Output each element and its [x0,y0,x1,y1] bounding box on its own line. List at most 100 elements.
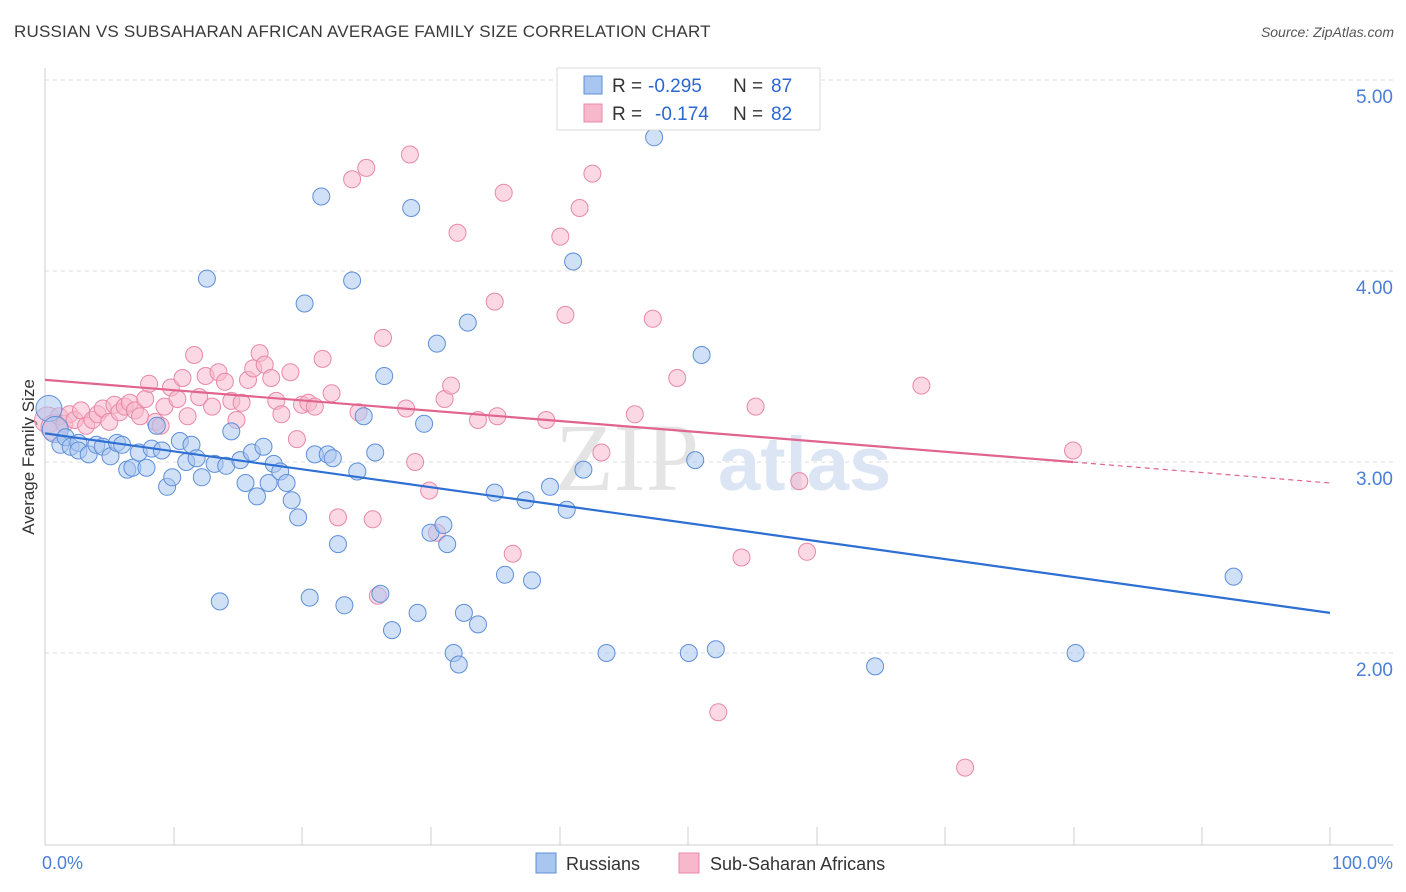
data-point [583,164,602,183]
data-point [371,584,390,603]
legend-russians-n-value: 87 [771,76,792,97]
data-point [203,397,222,416]
data-point [136,390,155,408]
data-point [556,305,575,324]
x-axis-ticks [44,827,1331,845]
data-point [289,508,308,527]
trend-lines [44,378,1331,614]
legend-africans-n-value: 82 [771,104,792,125]
data-point [236,474,255,492]
data-point [402,199,421,217]
data-point [322,384,341,403]
data-point [454,603,473,622]
data-point [248,487,266,506]
data-point [187,449,206,468]
data-point [232,393,251,412]
legend-top: R = -0.295 N = 87 R = -0.174 N = 82 [556,67,821,131]
data-point [494,183,513,202]
data-point [643,309,662,328]
data-point [312,187,331,206]
data-point [541,477,559,496]
data-point [448,223,467,242]
y-tick-label-4: 4.00 [1356,278,1393,299]
data-point [374,328,392,347]
legend-africans-r-value: -0.174 [655,104,709,125]
data-point [557,500,576,519]
data-point [357,158,376,177]
data-point [434,516,453,534]
data-point [375,367,394,385]
y-tick-label-3: 3.00 [1356,469,1393,490]
data-point [408,603,427,622]
data-point [732,548,751,567]
y-axis-label: Average Family Size [19,379,38,535]
data-point [163,468,182,487]
data-point [281,363,300,382]
data-point [343,271,362,290]
data-point [259,474,278,492]
y-tick-label-2: 2.00 [1356,660,1393,681]
data-point [668,369,687,387]
trend-line-africans [44,378,1074,464]
data-point [300,588,319,607]
data-point [295,294,314,313]
data-point [679,644,698,662]
data-point [686,451,705,470]
data-point [449,655,468,674]
legend-russians-swatch [583,75,603,95]
data-point [469,615,487,634]
data-point [597,644,616,662]
data-point [335,596,354,615]
data-point [485,292,504,311]
data-point [956,758,975,777]
data-point [366,443,385,462]
data-point [564,252,583,271]
data-point [427,334,446,353]
trend-line-russians [44,432,1331,614]
y-tick-label-5: 5.00 [1356,87,1393,108]
legend-bottom-russians-swatch [535,852,557,874]
data-point [185,346,204,364]
data-point [645,128,664,147]
data-point [197,269,216,288]
data-point [415,414,434,433]
data-point [709,703,728,722]
data-point [438,535,457,554]
data-point [272,405,291,424]
data-point [192,468,211,487]
data-point [222,422,241,441]
legend-russians-n-label: N = [733,76,763,97]
data-point [798,542,816,561]
data-point [746,397,765,416]
data-point [866,657,885,676]
data-point [262,369,281,387]
legend-africans-n-label: N = [733,104,763,125]
data-point [313,349,332,368]
data-point [570,199,589,217]
data-point [277,474,296,492]
data-point [131,407,150,426]
data-point [323,449,342,468]
data-point [282,491,301,510]
data-point [706,640,725,659]
data-point [363,510,382,529]
legend-bottom-africans-label: Sub-Saharan Africans [710,854,885,874]
legend-bottom-africans-swatch [678,852,700,874]
data-point [400,145,419,164]
legend-russians-r-label: R = [612,76,642,97]
data-point [442,376,461,395]
x-tick-label-100: 100.0% [1332,853,1393,873]
data-point [523,571,541,590]
data-point [420,481,439,500]
legend-africans-swatch [583,103,603,123]
watermark-zip: ZIP [555,404,699,511]
data-point [210,592,229,611]
legend-bottom: Russians Sub-Saharan Africans [535,852,885,874]
data-point [254,437,273,456]
data-point [329,535,347,554]
data-point [215,372,234,391]
data-point [354,407,373,426]
data-point [574,460,593,479]
data-point [329,508,347,527]
